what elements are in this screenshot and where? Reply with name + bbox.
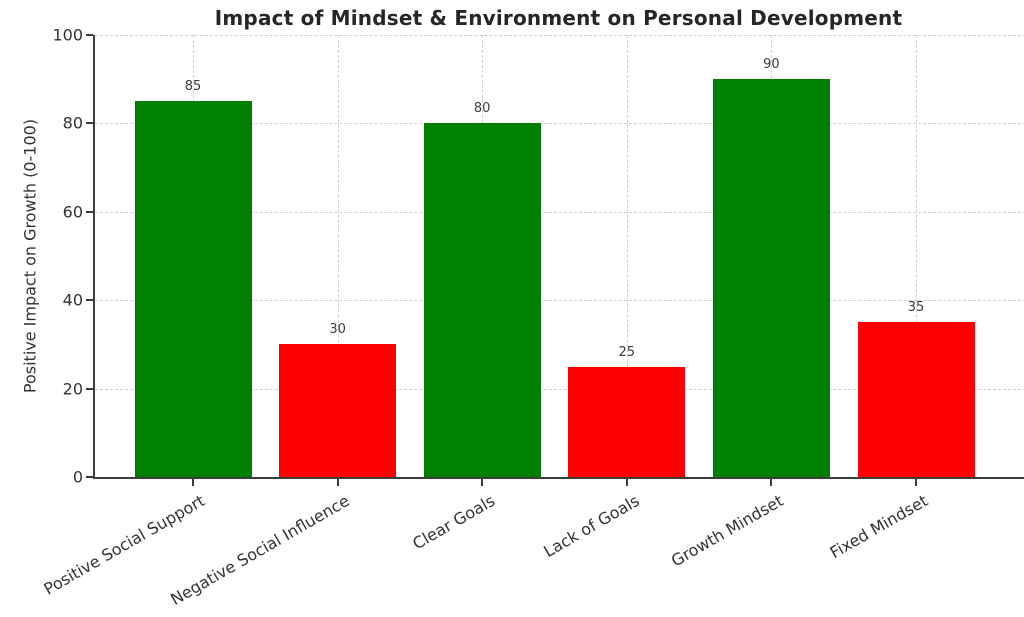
horizontal-gridline [95, 35, 1024, 36]
x-axis-tick-mark [625, 479, 628, 486]
bar-value-label: 85 [184, 79, 202, 95]
y-axis-tick-label: 80 [62, 113, 83, 133]
bar-negative-social-influence [279, 344, 397, 477]
y-axis-tick-mark [86, 476, 93, 478]
y-axis-tick-label: 60 [62, 202, 83, 222]
x-axis-tick-label: Clear Goals [408, 491, 498, 554]
x-axis-tick-label: Growth Mindset [668, 491, 787, 571]
bar-positive-social-support [134, 101, 252, 477]
horizontal-gridline [95, 300, 1024, 302]
x-axis-tick-mark [770, 479, 773, 486]
bar-value-label: 25 [618, 344, 636, 360]
x-axis-tick-mark [192, 479, 194, 486]
bar-lack-of-goals [568, 366, 686, 477]
bar-value-label: 35 [907, 300, 925, 316]
y-axis-tick-label: 0 [72, 467, 83, 487]
bar-fixed-mindset [857, 322, 975, 477]
y-axis-tick-label: 20 [62, 379, 83, 399]
x-axis-tick-mark [915, 479, 917, 486]
x-axis-tick-label: Fixed Mindset [827, 491, 932, 563]
y-axis-tick-mark [86, 210, 93, 213]
y-axis-tick-mark [86, 34, 93, 36]
chart-title: Impact of Mindset & Environment on Perso… [214, 6, 903, 30]
vertical-gridline [337, 35, 339, 477]
y-axis-label: Positive Impact on Growth (0-100) [20, 118, 40, 394]
horizontal-gridline [95, 388, 1024, 390]
vertical-gridline [916, 35, 917, 477]
bar-value-label: 90 [763, 57, 780, 73]
y-axis-tick-mark [86, 299, 93, 302]
bar-value-label: 80 [473, 101, 491, 117]
y-axis-tick-label: 40 [62, 290, 83, 310]
bar-clear-goals [423, 123, 541, 477]
x-axis-tick-label: Lack of Goals [540, 491, 643, 562]
x-axis-tick-mark [481, 479, 484, 486]
plot-area: 0 20 40 60 80 100 85 Positive Social Support 30 N… [41, 26, 1024, 609]
horizontal-gridline [95, 211, 1024, 213]
y-axis-tick-mark [86, 122, 93, 125]
x-axis-tick-mark [336, 479, 339, 486]
y-axis-tick-label: 100 [52, 25, 83, 45]
bar-growth-mindset [712, 79, 830, 477]
bar-value-label: 30 [329, 322, 346, 338]
vertical-gridline [626, 35, 628, 477]
y-axis-tick-mark [86, 387, 93, 390]
horizontal-gridline [95, 123, 1024, 125]
